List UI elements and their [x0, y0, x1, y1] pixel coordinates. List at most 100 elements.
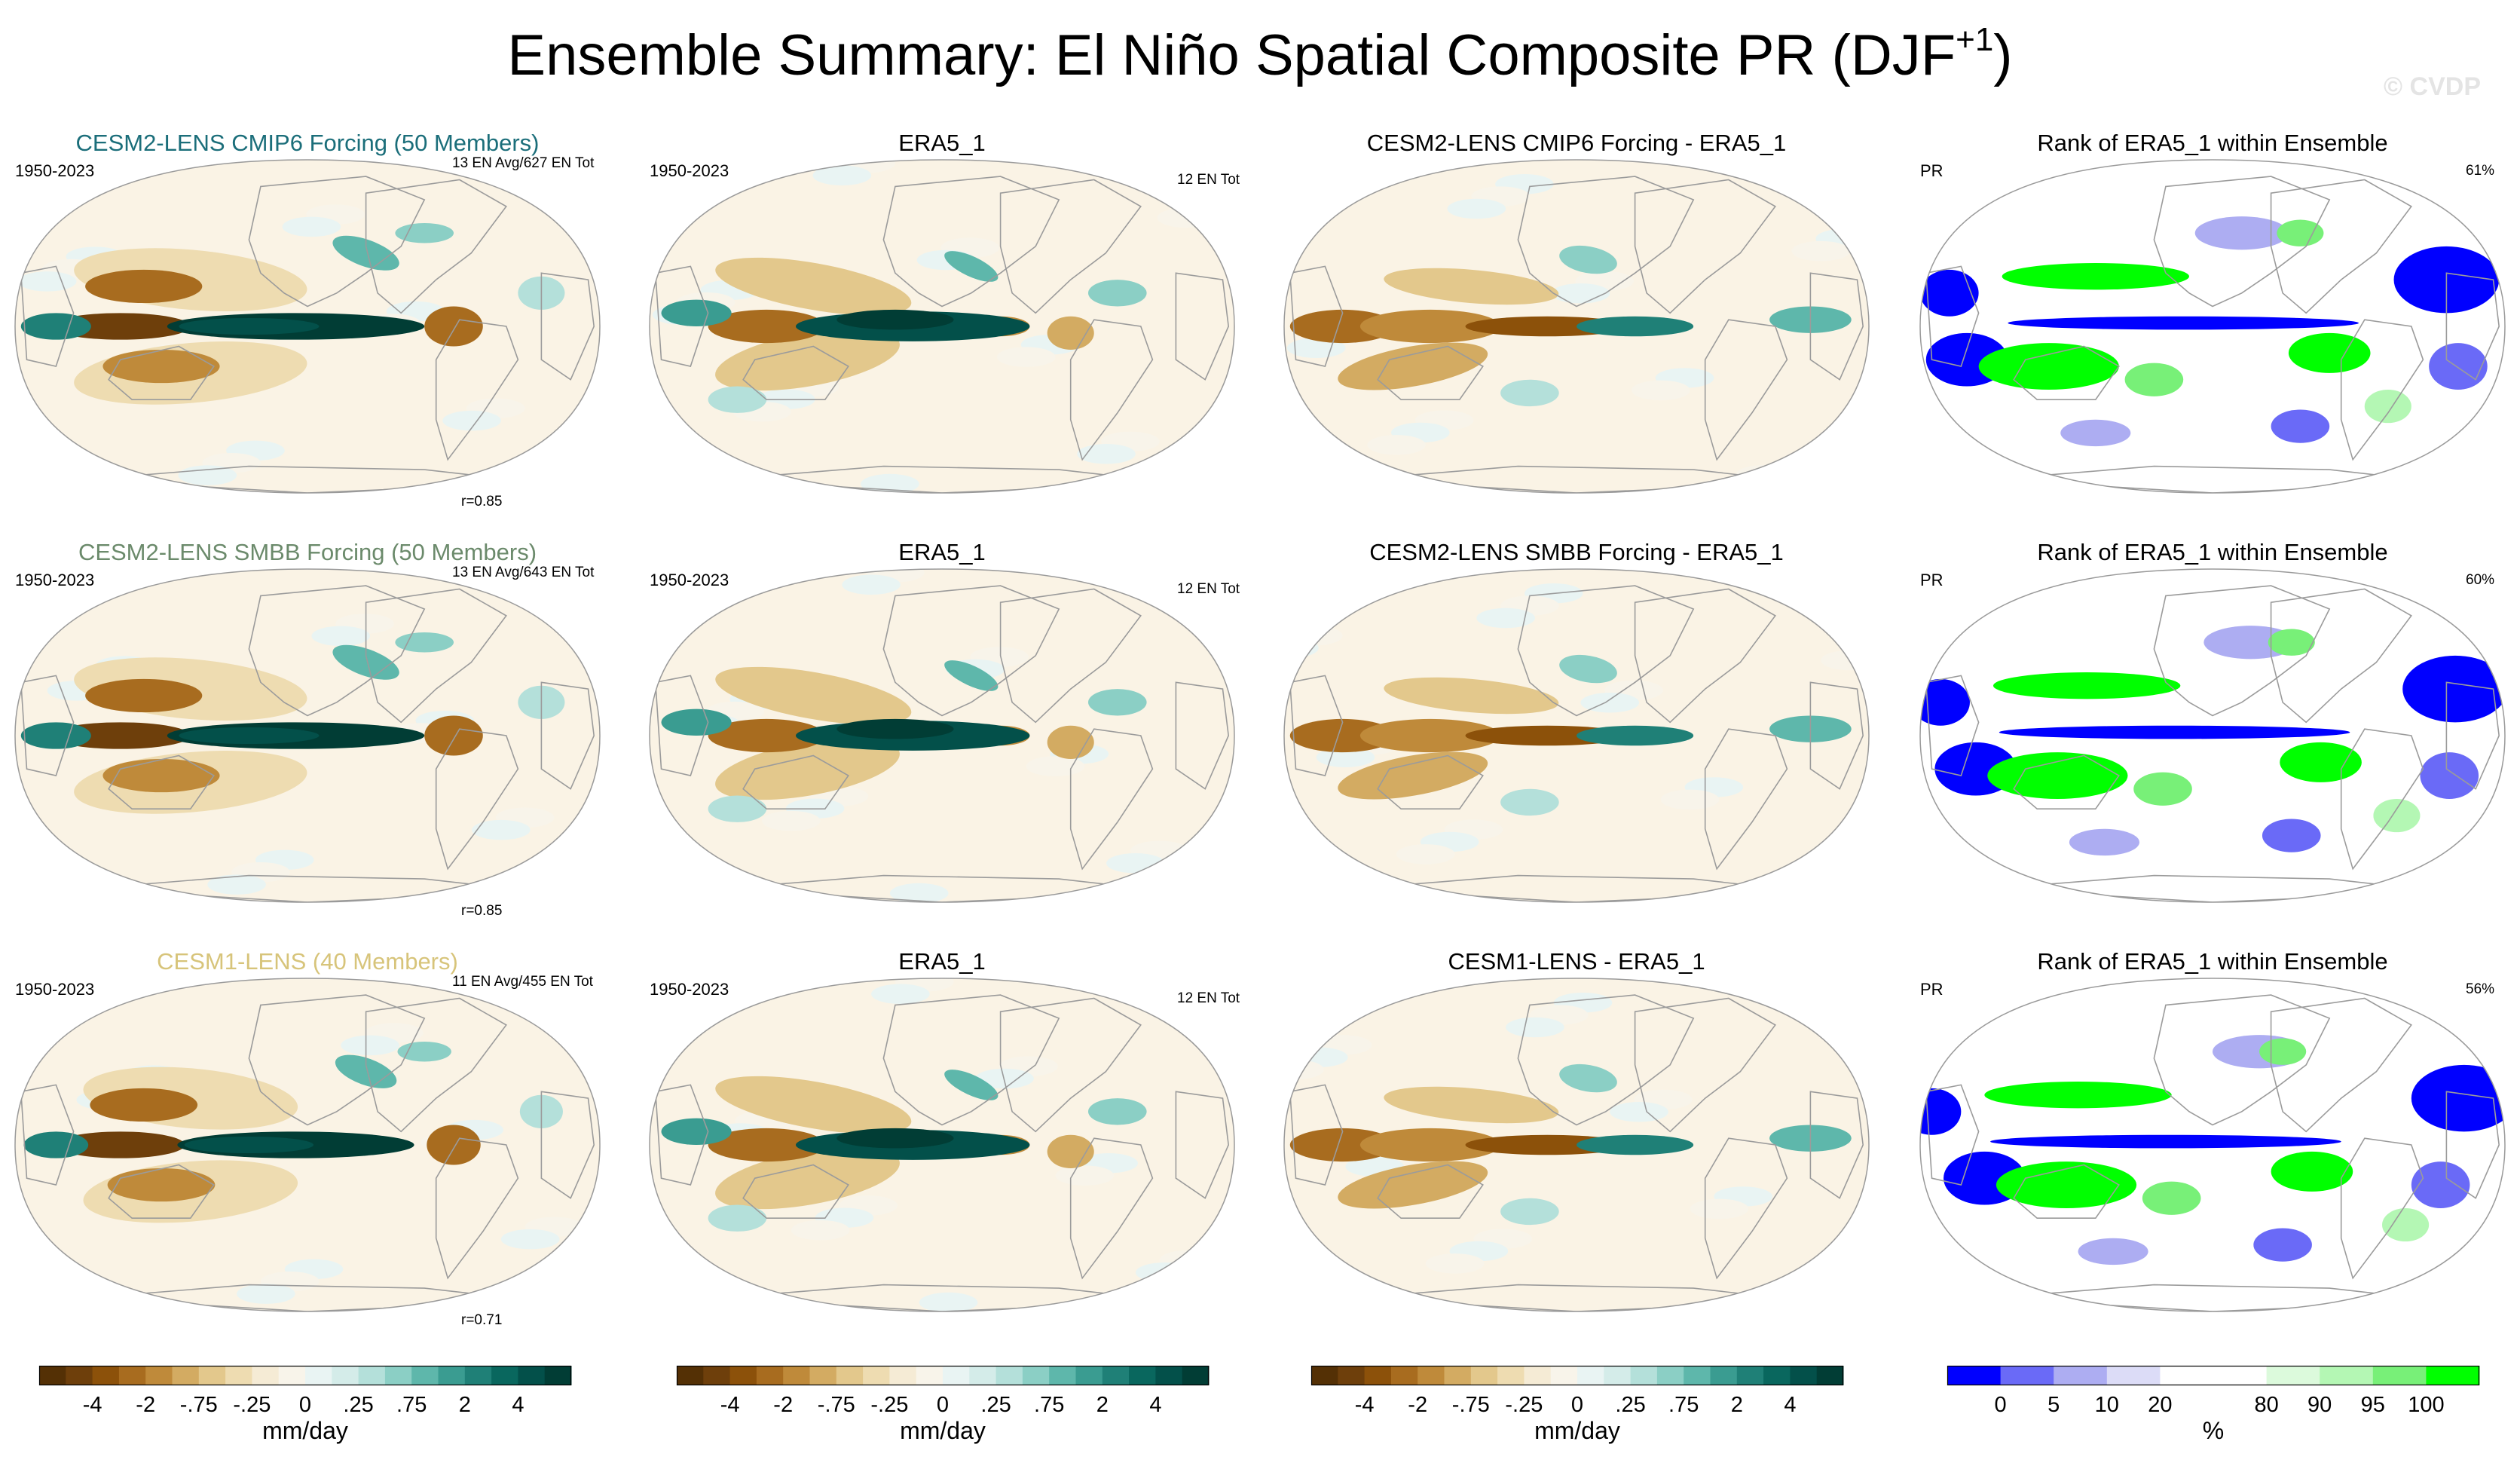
colorbar-swatch [1075, 1366, 1103, 1385]
colorbar-swatch [1524, 1366, 1552, 1385]
background-anomaly [1186, 617, 1234, 638]
colorbar-swatch [411, 1366, 439, 1385]
wet-anomaly [944, 1070, 999, 1100]
coastline-outline [1289, 675, 1344, 776]
background-anomaly [442, 410, 501, 431]
colorbar-tick-label: 20 [2148, 1393, 2173, 1417]
dry-anomaly [1289, 1128, 1396, 1162]
background-anomaly [15, 571, 50, 592]
colorbar-swatch [1470, 1366, 1498, 1385]
dry-anomaly [1384, 268, 1559, 305]
rank-panel-title: Rank of ERA5_1 within Ensemble [2037, 130, 2388, 156]
colorbar-swatch [1182, 1366, 1210, 1385]
colorbar-swatch [1418, 1366, 1445, 1385]
coastline-outline [2340, 319, 2424, 461]
coastline-outline [1704, 728, 1788, 871]
map-border [649, 568, 1235, 903]
map-border [1283, 159, 1870, 494]
rank-map-row2 [1919, 568, 2506, 903]
background-anomaly [1396, 844, 1455, 865]
colorbar-swatch [1630, 1366, 1658, 1385]
rank-panel-title: Rank of ERA5_1 within Ensemble [2037, 539, 2388, 565]
coastline-outline [742, 754, 849, 809]
coastline-outline [2013, 754, 2120, 809]
coastline-outline [1925, 265, 1980, 367]
wet-anomaly [708, 386, 767, 413]
coastline-outline [435, 728, 519, 871]
wet-anomaly [1088, 1098, 1147, 1125]
coastline-outline [108, 1164, 215, 1219]
dry-anomaly [715, 738, 900, 800]
period-label: 1950-2023 [15, 161, 95, 180]
diff-map-row2 [1283, 568, 1870, 903]
background-anomaly [311, 626, 371, 647]
model-map-row1 [14, 159, 601, 494]
colorbar-tick-label: -.75 [817, 1393, 855, 1417]
wet-anomaly [332, 235, 399, 271]
coastline-outline [2153, 994, 2331, 1126]
high-rank-region [2002, 263, 2189, 290]
coastline-outline [1517, 585, 1695, 717]
coastline-outline [1634, 997, 1776, 1133]
low-rank-region [2411, 1161, 2470, 1208]
coastline-outline [2013, 345, 2120, 400]
rank-percent-label: 56% [2466, 981, 2495, 997]
wet-anomaly [1500, 379, 1559, 407]
background-anomaly [761, 810, 821, 831]
high-rank-region [1984, 1082, 2172, 1109]
background-anomaly [1284, 216, 1314, 237]
colorbar-tick-label: -.25 [233, 1393, 271, 1417]
high-rank-region [2382, 1207, 2430, 1242]
background-anomaly [1476, 607, 1535, 629]
coastline-outline [2013, 1164, 2120, 1219]
dry-anomaly [708, 718, 825, 753]
high-rank-region [1978, 343, 2119, 390]
colorbar-tick-label: -4 [82, 1393, 102, 1417]
coastline-outline [1377, 754, 1484, 809]
coastline-outline [999, 997, 1142, 1133]
coastline-outline [248, 585, 426, 717]
dry-anomaly [1338, 342, 1488, 390]
colorbar-swatch [1947, 1366, 2002, 1385]
dry-anomaly [1359, 309, 1501, 344]
event-count-label: 12 EN Tot [1177, 990, 1240, 1006]
background-anomaly [996, 347, 1056, 367]
colorbar-swatch [1816, 1366, 1844, 1385]
dry-anomaly [90, 1088, 198, 1122]
background-anomaly [1736, 464, 1794, 485]
colorbar-swatch [729, 1366, 757, 1385]
background-anomaly [1367, 435, 1426, 455]
coastline-outline [540, 1091, 595, 1199]
low-rank-region [2429, 343, 2488, 390]
map-field [15, 569, 600, 902]
dry-anomaly [1289, 309, 1396, 344]
colorbar-tick-label: -4 [720, 1393, 740, 1417]
high-rank-region [1987, 752, 2128, 799]
dry-anomaly [715, 329, 900, 391]
colorbar-swatch [544, 1366, 572, 1385]
background-anomaly [1821, 650, 1869, 671]
background-anomaly [654, 1014, 714, 1034]
colorbar-tick-label: 95 [2360, 1393, 2385, 1417]
period-label: 1950-2023 [650, 161, 729, 180]
colorbar-swatch [1790, 1366, 1818, 1385]
colorbar-swatch [943, 1366, 970, 1385]
colorbar-swatch [703, 1366, 731, 1385]
high-rank-region [2271, 1151, 2353, 1192]
colorbar-swatch [1497, 1366, 1525, 1385]
colorbar-tick-label: -.25 [870, 1393, 909, 1417]
colorbar-tick-label: .25 [1615, 1393, 1646, 1417]
dry-anomaly [1384, 677, 1559, 715]
coastline-outline [1175, 272, 1230, 381]
high-rank-region [2364, 389, 2411, 424]
colorbar-swatch [1338, 1366, 1366, 1385]
background-anomaly [791, 1220, 850, 1241]
high-rank-region [2133, 772, 2192, 806]
map-border [14, 159, 601, 494]
wet-anomaly [20, 722, 91, 749]
coastline-outline [435, 319, 519, 461]
dry-anomaly [715, 1147, 900, 1210]
dry-anomaly [424, 715, 483, 756]
coastline-outline [882, 585, 1060, 717]
wet-anomaly [836, 718, 954, 739]
